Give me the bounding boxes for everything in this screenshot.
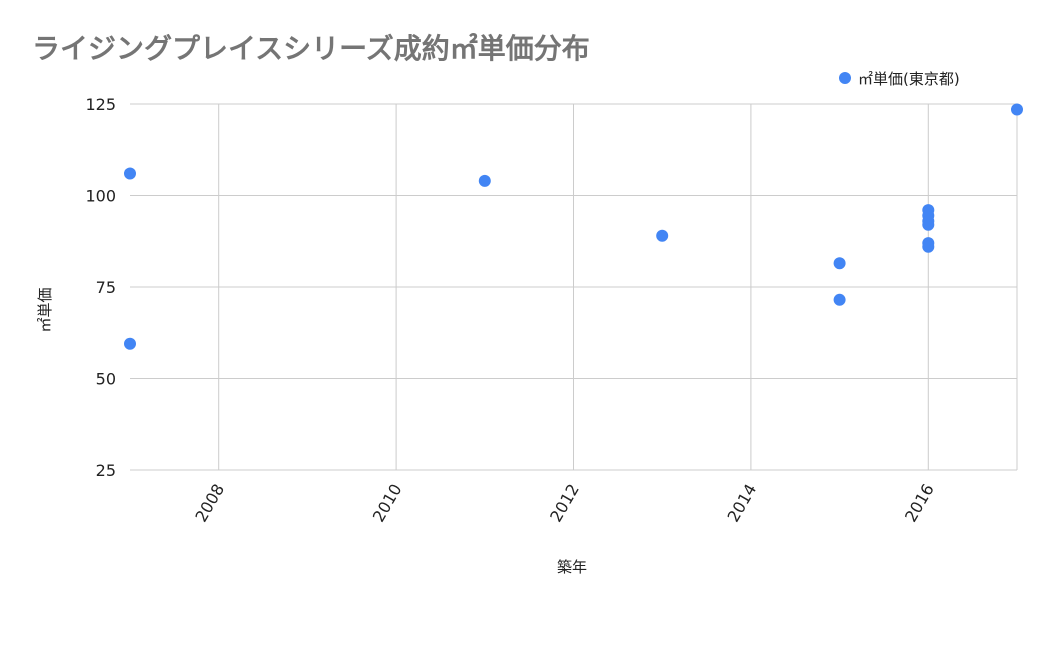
data-point [922,240,935,253]
y-axis-ticks: 25 50 75 100 125 [85,95,116,480]
y-tick-label: 75 [96,278,116,297]
gridlines [130,103,1018,471]
data-point [124,337,136,350]
y-tick-label: 125 [85,95,116,114]
data-point [833,293,846,306]
x-tick-label: 2016 [901,481,938,526]
chart-title: ライジングプレイスシリーズ成約㎡単価分布 [32,32,590,65]
data-point [833,257,846,270]
x-tick-label: 2008 [191,481,228,526]
data-point [124,167,136,180]
x-axis-ticks: 2008 2010 2012 2014 2016 [191,481,937,526]
y-tick-label: 50 [96,370,116,389]
y-axis-title: ㎡単価 [36,287,54,332]
x-tick-label: 2010 [369,481,406,526]
data-point [1011,103,1023,116]
data-point [656,229,669,242]
x-axis-title: 築年 [557,558,587,576]
legend: ㎡単価(東京都) [839,70,960,88]
data-point [922,218,935,231]
data-point [478,174,491,187]
x-tick-label: 2014 [724,481,761,526]
legend-label: ㎡単価(東京都) [858,70,960,88]
data-points [124,103,1023,350]
x-tick-label: 2012 [546,481,583,526]
legend-marker-icon [839,72,851,84]
y-tick-label: 25 [96,461,116,480]
y-tick-label: 100 [85,187,116,206]
